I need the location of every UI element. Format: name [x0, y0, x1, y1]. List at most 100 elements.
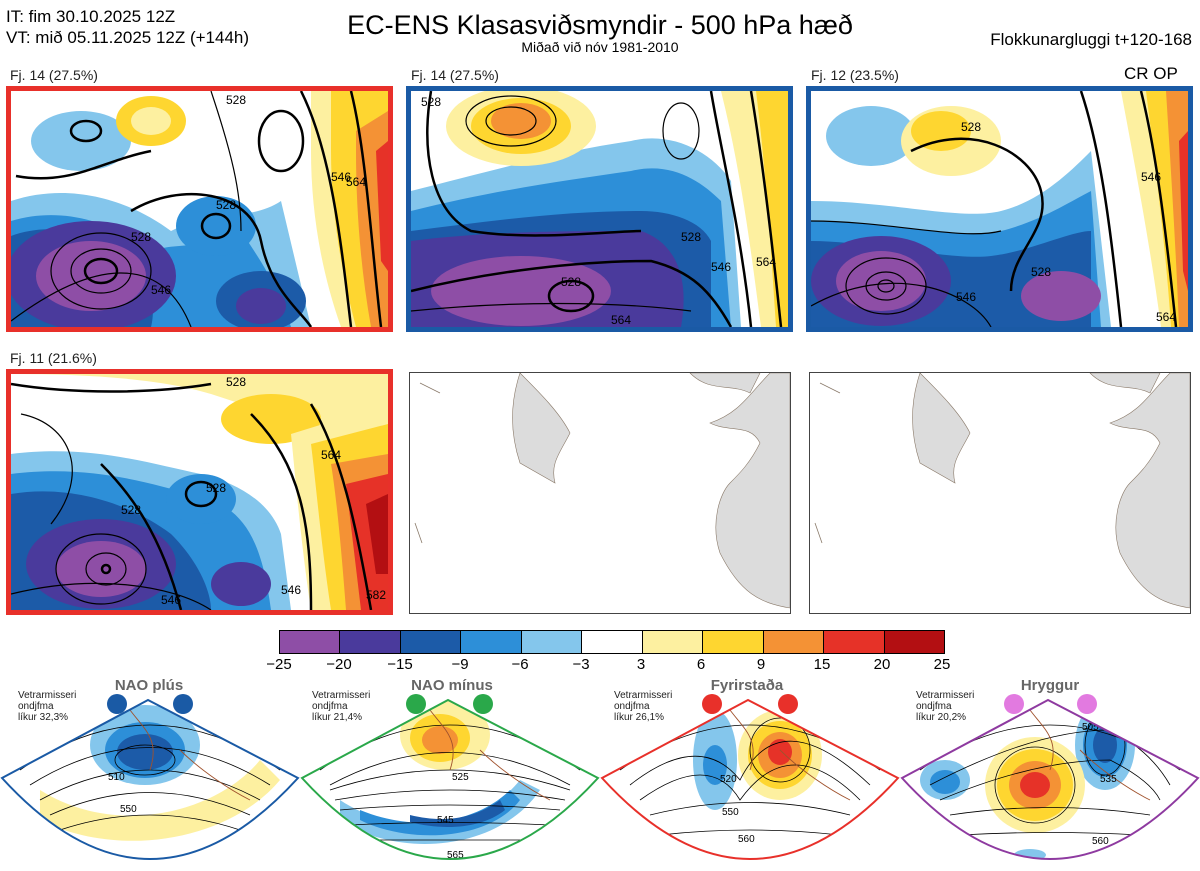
contour-label: 546 [711, 260, 731, 274]
empty-map-panel-6 [809, 372, 1191, 614]
regime-marker [406, 694, 426, 714]
regime-map-nao-minus: 525 545 565 [300, 694, 600, 860]
colorbar-tick: 6 [696, 656, 706, 673]
regime-map-nao-plus: 510 550 [0, 694, 300, 860]
colorbar-swatch [884, 631, 944, 653]
contour-label: 546 [331, 170, 351, 184]
note-line: Vetrarmisseri [916, 690, 975, 701]
regime-marker [173, 694, 193, 714]
colorbar-tick: 15 [813, 656, 831, 673]
regime-marker [702, 694, 722, 714]
colorbar-tick: −25 [266, 656, 292, 673]
contour-label: 520 [720, 774, 737, 785]
cluster-3-map: 528 528 546 546 564 [811, 91, 1188, 327]
note-line: ondjfma [614, 701, 650, 712]
regime-marker [1004, 694, 1024, 714]
regime-note-ridge: Vetrarmisseri ondjfma líkur 20,2% [916, 690, 974, 723]
init-time: IT: fim 30.10.2025 12Z [6, 7, 176, 26]
colorbar [279, 630, 945, 654]
cluster-panel-4: 528 528 528 546 546 564 582 [6, 369, 393, 615]
blank-map-6 [810, 373, 1190, 613]
colorbar-tick: −9 [451, 656, 469, 673]
panel-3-label: Fj. 12 (23.5%) [811, 67, 899, 83]
contour-label: 546 [1141, 170, 1161, 184]
panel-2-label: Fj. 14 (27.5%) [411, 67, 499, 83]
note-line: Vetrarmisseri [312, 690, 371, 701]
regime-marker [473, 694, 493, 714]
cluster-2-map: 528 528 528 546 564 564 [411, 91, 788, 327]
contour-label: 545 [437, 815, 454, 826]
contour-label: 528 [226, 93, 246, 107]
cluster-panel-1: 528 528 528 546 564 546 [6, 86, 393, 332]
note-line: líkur 32,3% [18, 712, 69, 723]
contour-label: 546 [281, 583, 301, 597]
regime-marker [778, 694, 798, 714]
regime-marker [107, 694, 127, 714]
cluster-4-map: 528 528 528 546 546 564 582 [11, 374, 388, 610]
colorbar-swatch [461, 631, 522, 653]
cr-op-tag: CR OP [1124, 64, 1178, 83]
contour-label: 528 [421, 95, 441, 109]
regime-title-ridge: Hryggur [1020, 677, 1080, 694]
contour-label: 560 [1092, 836, 1109, 847]
contour-label: 564 [756, 255, 776, 269]
colorbar-swatch [280, 631, 341, 653]
contour-label: 528 [561, 275, 581, 289]
contour-label: 546 [161, 593, 181, 607]
regime-note-nao-minus: Vetrarmisseri ondjfma líkur 21,4% [312, 690, 370, 723]
valid-time: VT: mið 05.11.2025 12Z (+144h) [6, 28, 250, 47]
colorbar-tick: 3 [636, 656, 646, 673]
colorbar-tick: −20 [326, 656, 352, 673]
contour-label: 528 [681, 230, 701, 244]
note-line: Vetrarmisseri [614, 690, 673, 701]
contour-label: 528 [1031, 265, 1051, 279]
note-line: líkur 26,1% [614, 712, 665, 723]
contour-label: 564 [346, 175, 366, 189]
blank-map-5 [410, 373, 790, 613]
regime-title-blocking: Fyrirstaða [710, 677, 784, 694]
contour-label: 528 [206, 481, 226, 495]
colorbar-tick: 20 [873, 656, 891, 673]
regime-note-nao-plus: Vetrarmisseri ondjfma líkur 32,3% [18, 690, 76, 723]
regime-marker [1077, 694, 1097, 714]
page-subtitle: Miðað við nóv 1981-2010 [521, 39, 679, 55]
colorbar-swatch [521, 631, 583, 653]
colorbar-swatch [642, 631, 704, 653]
colorbar-tick: 9 [756, 656, 766, 673]
empty-map-panel-5 [409, 372, 791, 614]
contour-label: 528 [121, 503, 141, 517]
contour-label: 535 [1100, 774, 1117, 785]
contour-label: 525 [452, 772, 469, 783]
colorbar-swatch [763, 631, 825, 653]
contour-label: 510 [108, 772, 125, 783]
contour-label: 528 [131, 230, 151, 244]
note-line: ondjfma [312, 701, 348, 712]
cluster-panel-3: 528 528 546 546 564 [806, 86, 1193, 332]
colorbar-swatch [703, 631, 764, 653]
regime-note-blocking: Vetrarmisseri ondjfma líkur 26,1% [614, 690, 672, 723]
colorbar-swatch [340, 631, 401, 653]
note-line: ondjfma [18, 701, 54, 712]
contour-label: 528 [216, 198, 236, 212]
classification-window: Flokkunargluggi t+120-168 [990, 30, 1192, 49]
contour-label: 550 [120, 804, 137, 815]
panel-4-label: Fj. 11 (21.6%) [10, 350, 97, 366]
contour-label: 564 [321, 448, 341, 462]
contour-label: 546 [151, 283, 171, 297]
regime-title-nao-plus: NAO plús [114, 677, 184, 694]
regime-map-ridge: 505 535 560 [900, 694, 1200, 860]
note-line: Vetrarmisseri [18, 690, 77, 701]
cluster-panel-2: 528 528 528 546 564 564 [406, 86, 793, 332]
cluster-1-map: 528 528 528 546 564 546 [11, 91, 388, 327]
contour-label: 564 [611, 313, 631, 327]
colorbar-swatch [400, 631, 462, 653]
page-title: EC-ENS Klasasviðsmyndir - 500 hPa hæð [347, 10, 853, 40]
colorbar-tick: −6 [511, 656, 529, 673]
colorbar-tick: −15 [387, 656, 413, 673]
colorbar-tick: −3 [572, 656, 590, 673]
contour-label: 550 [722, 807, 739, 818]
contour-label: 528 [226, 375, 246, 389]
colorbar-tick: 25 [933, 656, 951, 673]
note-line: líkur 21,4% [312, 712, 363, 723]
contour-label: 564 [1156, 310, 1176, 324]
